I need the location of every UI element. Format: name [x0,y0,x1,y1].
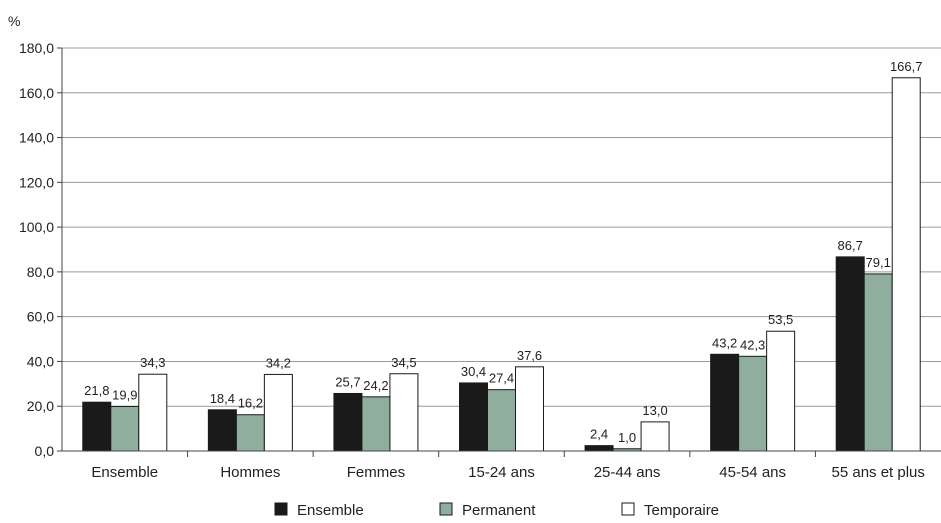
legend-swatch-permanent [439,502,453,516]
bar-ensemble [835,256,865,452]
bar-ensemble [207,409,237,452]
data-label: 13,0 [642,403,667,418]
data-label: 86,7 [838,238,863,253]
x-category-label: Ensemble [91,464,158,481]
data-label: 53,5 [768,312,793,327]
bar-ensemble [584,445,614,452]
bar-permanent [361,396,391,452]
data-label: 166,7 [890,59,923,74]
y-tick-label: 120,0 [19,174,54,190]
bar-temporaire [891,77,921,452]
data-label: 19,9 [112,387,137,402]
x-axis-categories: Ensemble Hommes Femmes 15-24 ans 25-44 ans 45… [91,464,924,481]
legend-label-ensemble: Ensemble [297,502,364,519]
y-tick-label: 160,0 [19,85,54,101]
bar-ensemble [82,401,112,452]
x-category-label: Femmes [347,464,405,481]
bars [82,77,921,452]
y-tick-label: 0,0 [35,443,55,459]
y-axis-ticks: 0,0 20,0 40,0 60,0 80,0 100,0 120,0 140,0 160,0 1… [19,40,62,459]
y-tick-label: 20,0 [27,398,54,414]
y-tick-label: 140,0 [19,130,54,146]
data-label: 16,2 [238,396,263,411]
bar-permanent [487,389,516,452]
x-category-label: Hommes [220,464,280,481]
bar-temporaire [138,373,168,452]
data-label: 37,6 [517,348,542,363]
bar-ensemble [459,382,488,452]
bar-ensemble [710,353,740,452]
axes [61,48,941,457]
legend-label-temporaire: Temporaire [644,502,719,519]
data-label: 30,4 [461,364,486,379]
data-label: 21,8 [84,383,109,398]
bar-permanent [235,414,265,452]
bar-temporaire [263,373,293,452]
bar-temporaire [515,366,544,452]
legend: Ensemble Permanent Temporaire [274,502,719,519]
bar-permanent [738,355,768,452]
y-axis-unit-label: % [8,13,20,29]
data-label: 34,2 [266,355,291,370]
bar-permanent [110,405,140,452]
data-label: 2,4 [590,427,608,442]
x-category-label: 25-44 ans [594,464,661,481]
y-tick-label: 60,0 [27,309,54,325]
bar-temporaire [766,330,796,452]
legend-swatch-temporaire [621,502,635,516]
legend-swatch-ensemble [274,502,288,516]
data-label: 34,5 [391,355,416,370]
bar-temporaire [389,373,419,452]
y-tick-label: 180,0 [19,40,54,56]
y-tick-label: 80,0 [27,264,54,280]
x-category-label: 55 ans et plus [832,464,925,481]
data-label: 1,0 [618,430,636,445]
y-tick-label: 100,0 [19,219,54,235]
data-label: 43,2 [712,335,737,350]
data-label: 27,4 [489,371,514,386]
bar-temporaire [640,421,670,452]
data-label: 24,2 [363,378,388,393]
data-label: 42,3 [740,337,765,352]
data-labels: 21,8 19,9 34,3 18,4 16,2 34,2 25,7 24,234,5 30,4… [84,59,922,445]
data-label: 79,1 [866,255,891,270]
y-tick-label: 40,0 [27,353,54,369]
bar-ensemble [333,392,363,452]
x-category-label: 45-54 ans [719,464,786,481]
data-label: 18,4 [210,391,235,406]
legend-label-permanent: Permanent [462,502,536,519]
data-label: 34,3 [140,355,165,370]
data-label: 25,7 [335,374,360,389]
bar-permanent [863,273,893,452]
gridlines [62,47,941,407]
x-category-label: 15-24 ans [468,464,535,481]
